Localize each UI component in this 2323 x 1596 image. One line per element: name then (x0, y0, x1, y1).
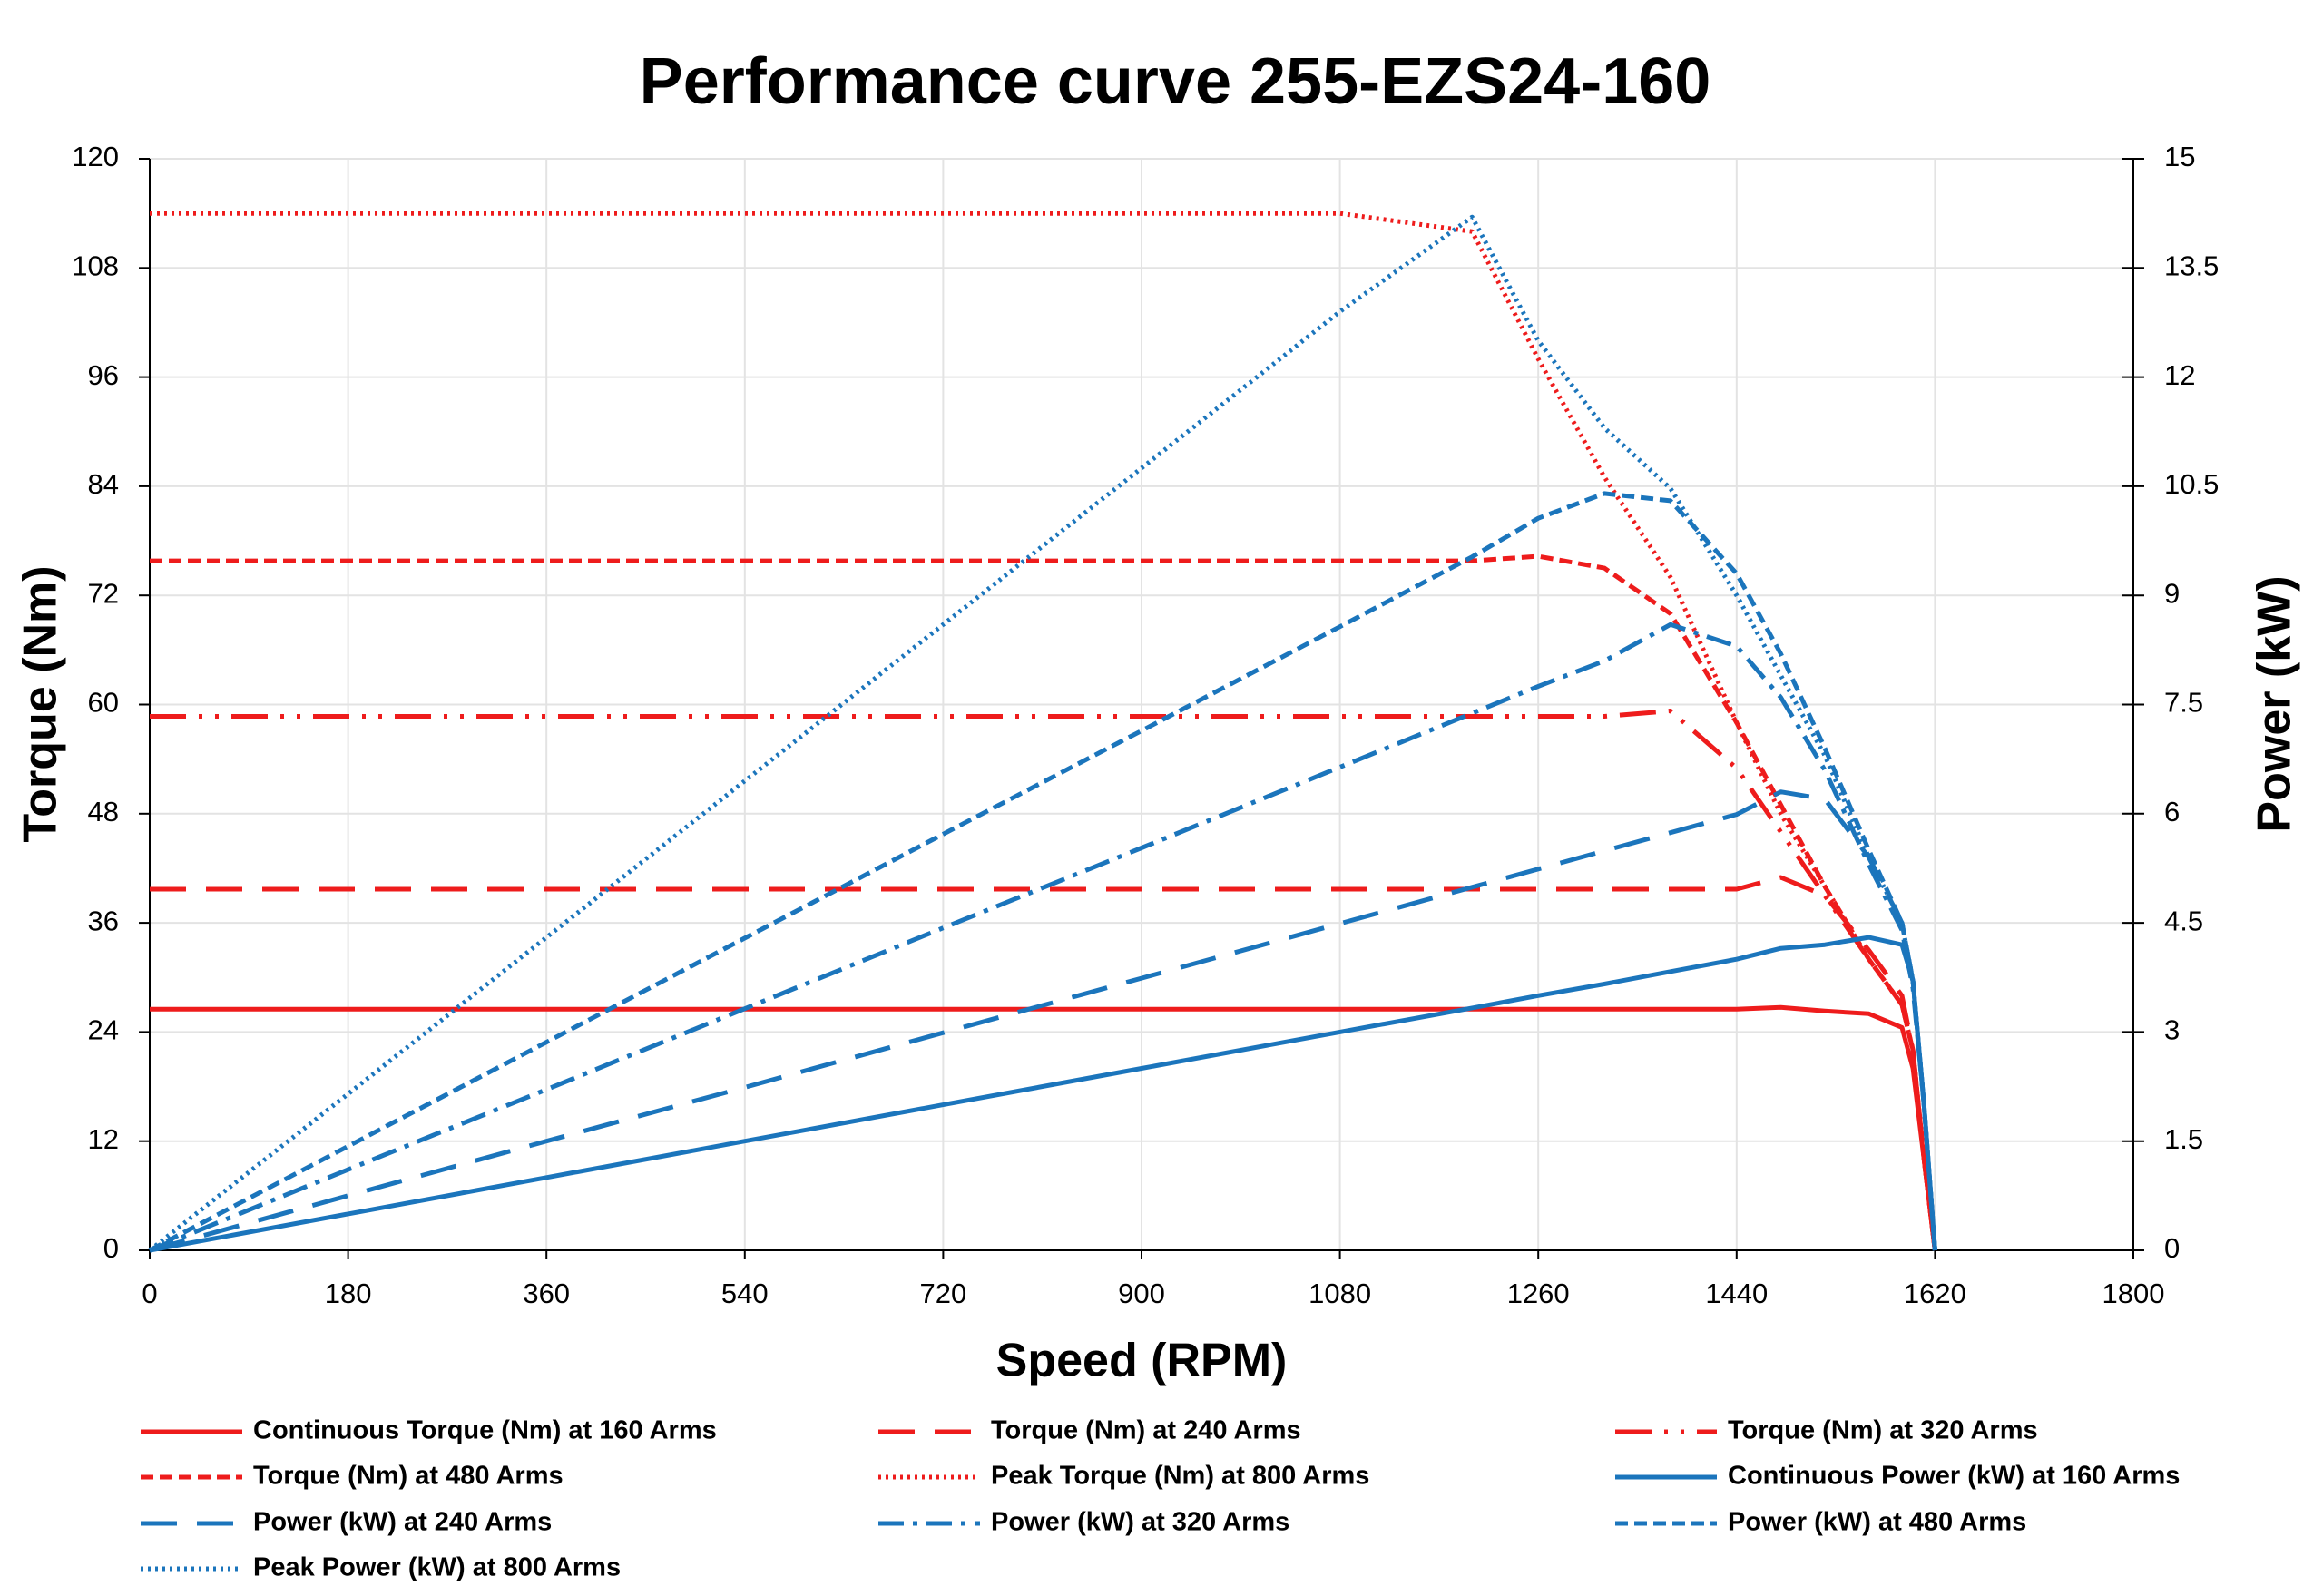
y-tick-label: 72 (88, 577, 119, 609)
y-tick-label: 0 (103, 1232, 119, 1264)
x-tick-label: 900 (1118, 1278, 1165, 1309)
legend-label: Continuous Torque (Nm) at 160 Arms (253, 1416, 717, 1445)
x-tick-label: 360 (523, 1278, 570, 1309)
y2-tick-label: 10.5 (2164, 468, 2219, 500)
y2-tick-label: 4.5 (2164, 905, 2203, 936)
y-tick-label: 36 (88, 905, 119, 936)
y-tick-label: 96 (88, 359, 119, 391)
chart-title: Performance curve 255-EZS24-160 (640, 45, 1711, 118)
x-tick-label: 720 (920, 1278, 967, 1309)
legend-label: Torque (Nm) at 320 Arms (1728, 1416, 2038, 1445)
series-line (150, 709, 1937, 1251)
x-tick-label: 1080 (1309, 1278, 1371, 1309)
legend-label: Continuous Power (kW) at 160 Arms (1728, 1462, 2180, 1491)
x-tick-label: 540 (721, 1278, 769, 1309)
series-line (150, 1004, 1937, 1251)
series-line (149, 789, 1937, 1253)
y2-tick-label: 9 (2164, 577, 2180, 609)
series-line (148, 214, 1937, 1252)
x-tick-label: 1260 (1507, 1278, 1570, 1309)
y2-tick-label: 6 (2164, 796, 2180, 827)
series-line (150, 875, 1937, 1251)
legend-label: Power (kW) at 480 Arms (1728, 1508, 2026, 1537)
y2-tick-label: 0 (2164, 1232, 2180, 1264)
x-tick-label: 1800 (2102, 1278, 2165, 1309)
series-line (150, 553, 1937, 1251)
legend-label: Power (kW) at 240 Arms (253, 1508, 552, 1537)
series-line (148, 491, 1937, 1253)
y-tick-label: 48 (88, 796, 119, 827)
y2-tick-label: 7.5 (2164, 687, 2203, 719)
x-tick-label: 1620 (1904, 1278, 1966, 1309)
y-tick-label: 120 (72, 141, 119, 172)
y2-axis-label: Power (kW) (2249, 575, 2301, 832)
series-line (149, 935, 1937, 1253)
legend-label: Peak Power (kW) at 800 Arms (253, 1553, 621, 1582)
y2-tick-label: 15 (2164, 141, 2195, 172)
x-tick-label: 180 (325, 1278, 372, 1309)
series-line (150, 211, 1937, 1251)
x-axis-label: Speed (RPM) (996, 1335, 1288, 1387)
y-tick-label: 12 (88, 1123, 119, 1155)
y2-tick-label: 13.5 (2164, 250, 2219, 281)
legend-label: Peak Torque (Nm) at 800 Arms (991, 1462, 1369, 1491)
y-axis-label: Torque (Nm) (15, 565, 67, 842)
y-tick-label: 84 (88, 468, 119, 500)
y-tick-label: 24 (88, 1014, 119, 1046)
legend-label: Torque (Nm) at 240 Arms (991, 1416, 1301, 1445)
y2-tick-label: 1.5 (2164, 1123, 2203, 1155)
y2-tick-label: 12 (2164, 359, 2195, 391)
legend-label: Torque (Nm) at 480 Arms (253, 1462, 564, 1491)
x-tick-label: 1440 (1705, 1278, 1768, 1309)
y-tick-label: 60 (88, 687, 119, 719)
x-tick-label: 0 (142, 1278, 157, 1309)
y-tick-label: 108 (72, 250, 119, 281)
legend-label: Power (kW) at 320 Arms (991, 1508, 1289, 1537)
y2-tick-label: 3 (2164, 1014, 2180, 1046)
